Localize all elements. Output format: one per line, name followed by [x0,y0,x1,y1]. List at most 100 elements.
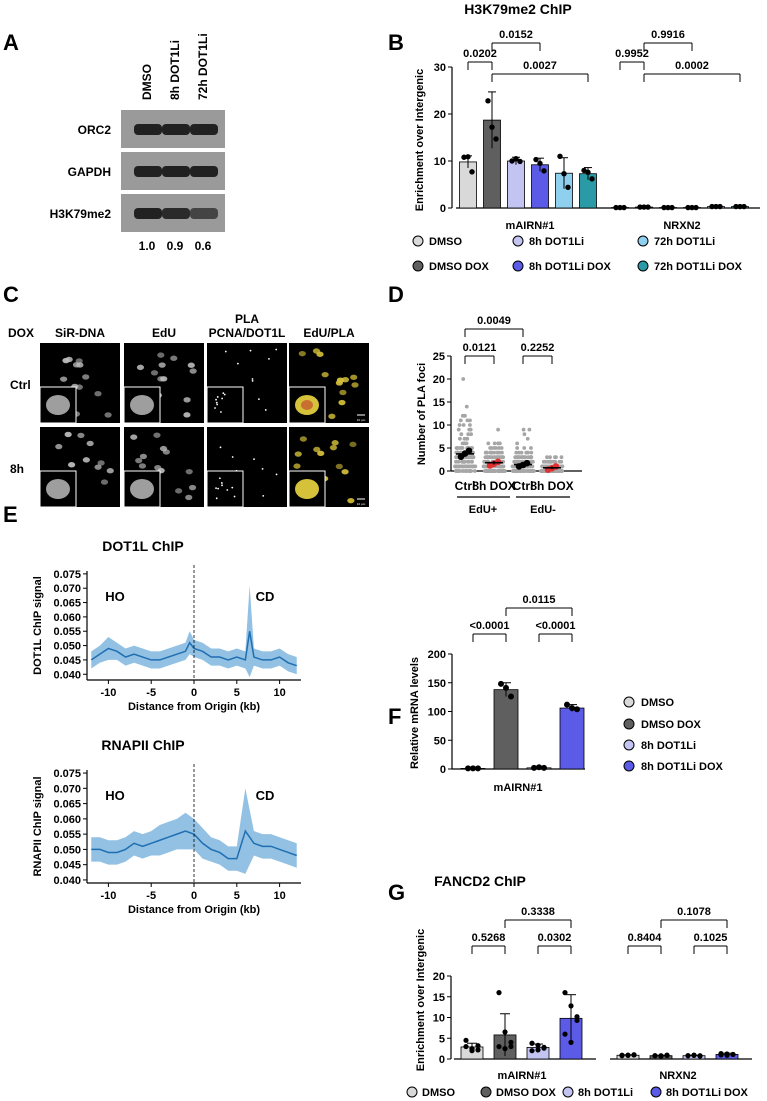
data-point [569,705,575,712]
g-y-tick-label: 0 [439,1054,445,1066]
pla-cell-point [545,455,549,460]
cell-nucleus [331,440,339,446]
pla-cell-point [468,427,473,432]
data-point [496,1043,502,1050]
legend-swatch [623,718,635,730]
annotation-label: CD [256,788,275,803]
cell-nucleus [97,460,105,466]
legend-swatch [623,696,635,708]
e2-x-tick-label: 5 [234,890,240,902]
pla-cell-point [470,464,475,469]
cell-nucleus [349,441,357,448]
e2-x-tick-label: -5 [146,890,156,902]
pla-focus [268,358,270,360]
pla-cell-point [515,441,520,446]
blot-band [134,208,162,219]
cell-nucleus [299,436,307,442]
pla-cell-point [469,455,474,460]
cell-nucleus [183,412,191,418]
panel-letter-D: D [388,282,404,307]
panel-a-western-blot: DMSO 8h DOT1Li 72h DOT1Li ORC2 GAPDH H3K79me2… [50,33,225,253]
e2-y-tick-label: 0.055 [53,829,81,841]
b-comparison-pvalue: 0.0202 [463,48,497,60]
cell-nucleus [60,376,68,382]
data-point [561,170,567,177]
pla-cell-point [497,469,502,473]
inset-nucleus [130,395,154,415]
d-y-tick-label: 5 [439,443,445,455]
pla-cell-point [483,450,488,455]
e2-y-tick-label: 0.065 [53,799,81,811]
e1-y-tick-label: 0.070 [53,583,81,595]
legend-swatch [412,235,424,247]
d-comparison-pvalue: 0.2252 [521,342,555,354]
blot-band [162,166,190,177]
pla-cell-point [522,432,527,437]
annotation-label: CD [256,589,275,604]
legend-swatch [412,260,424,272]
legend-label: 8h DOT1Li [529,236,584,248]
data-point [741,203,747,210]
replicate-mean [465,447,473,455]
group-label: mAIRN#1 [494,782,543,794]
g-comparison-pvalue: 0.8404 [628,932,663,944]
pla-cell-point [468,423,472,427]
pla-cell-point [546,459,551,464]
pla-cell-point [529,446,533,450]
pla-cell-point [469,432,473,437]
y-axis-label: Relative mRNA levels [409,657,421,769]
pla-cell-point [498,441,502,446]
pla-focus [257,398,260,401]
group-label: EdU+ [469,504,497,516]
data-point [475,1043,481,1049]
inset-pla-focus [218,477,221,480]
cell-nucleus [312,348,321,354]
legend-swatch [406,1086,418,1098]
f-y-tick-label: 150 [428,678,446,690]
scale-bar-label: 10 µm [357,502,366,506]
annotation-label: HO [105,788,125,803]
legend-swatch [623,739,635,751]
blot-band [190,208,218,219]
pla-cell-point [497,464,502,469]
replicate-mean [523,459,531,467]
e1-y-tick-label: 0.060 [53,612,81,624]
g-y-tick-label: 10 [433,1013,445,1025]
pla-cell-point [549,459,554,464]
data-point [475,765,481,772]
pla-focus [224,350,227,353]
legend-label: 8h DOT1Li DOX [641,761,724,773]
data-point [685,204,691,211]
data-point [513,155,519,162]
pla-cell-point [499,455,504,460]
blot-lane-label: 8h DOT1Li [168,40,182,100]
cell-nucleus [55,443,63,450]
legend-label: DMSO DOX [496,1087,557,1099]
e1-y-tick-label: 0.065 [53,598,81,610]
group-label: mAIRN#1 [498,1070,547,1082]
cell-nucleus [106,468,114,474]
pla-cell-point [517,455,522,460]
data-point [589,176,595,182]
data-point [535,1042,541,1048]
data-point [713,203,719,210]
legend-swatch [512,260,524,272]
data-point [469,169,475,175]
data-point [652,1053,658,1059]
inset-pla-focus [220,482,223,484]
cell-nucleus [339,389,347,396]
legend-swatch [512,235,524,247]
pla-cell-point [486,441,491,446]
f-y-tick-label: 0 [440,764,446,776]
e2-x-tick-label: -10 [100,890,116,902]
inset-pla-focus [216,396,219,398]
panel-letter-G: G [388,880,405,905]
chart-title: RNAPII ChIP [101,737,184,753]
data-point [631,1052,637,1058]
data-point [625,1052,631,1058]
f-y-tick-label: 50 [434,735,446,747]
dox-header: DOX [8,326,34,340]
blot-band [162,124,190,135]
e1-y-tick-label: 0.040 [53,669,81,681]
